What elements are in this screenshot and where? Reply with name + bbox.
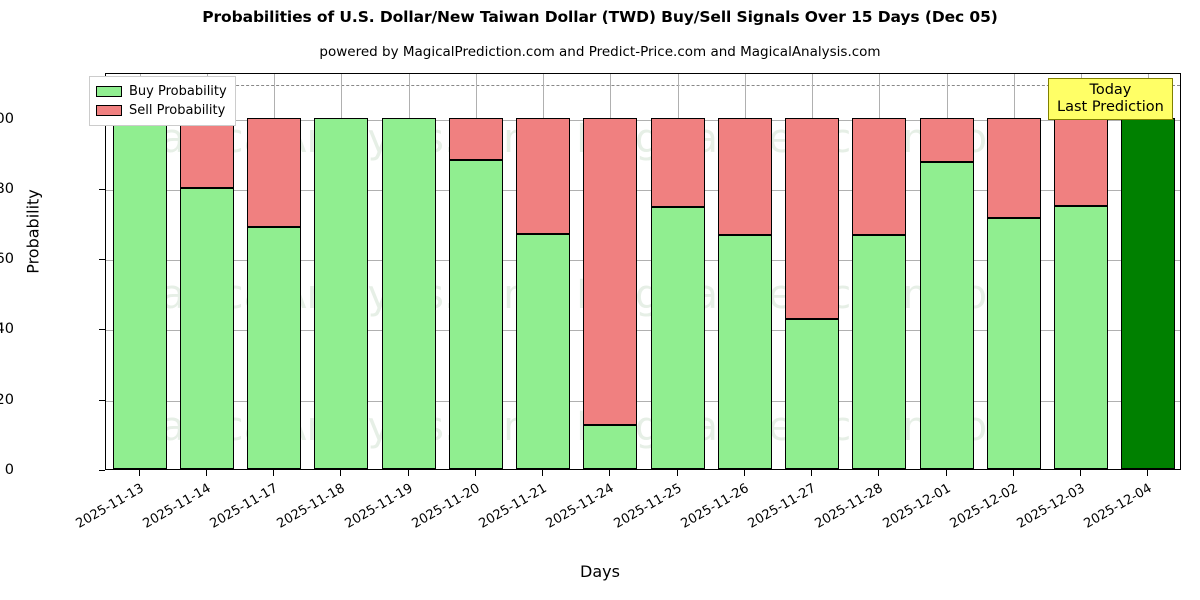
bar-segment-buy[interactable] (919, 161, 974, 469)
x-tick-mark (1080, 470, 1082, 476)
x-tick-mark (205, 470, 207, 476)
bar-segment-sell[interactable] (986, 117, 1041, 219)
bar-segment-buy[interactable] (583, 425, 638, 469)
bar-group[interactable] (179, 74, 234, 469)
bar-segment-buy[interactable] (247, 226, 302, 469)
legend-item[interactable]: Buy Probability (96, 82, 227, 101)
bar-group[interactable] (785, 74, 840, 469)
bar-segment-sell[interactable] (583, 117, 638, 426)
bar-group[interactable] (1054, 74, 1109, 469)
bar-segment-buy[interactable] (785, 318, 840, 469)
legend-item[interactable]: Sell Probability (96, 101, 227, 120)
bar-segment-buy[interactable] (314, 117, 369, 469)
today-annotation-line2: Last Prediction (1057, 98, 1164, 115)
x-tick-mark (609, 470, 611, 476)
bar-segment-buy[interactable] (1054, 205, 1109, 469)
y-gridline (106, 260, 1180, 262)
plot-inner: MagicalAnalysis.comMagicalPrediction.com… (106, 74, 1180, 469)
x-tick-mark (811, 470, 813, 476)
y-tick-mark (99, 259, 105, 261)
bar-segment-buy[interactable] (650, 207, 705, 469)
bar-segment-buy[interactable] (986, 218, 1041, 469)
bar-segment-sell[interactable] (516, 117, 571, 234)
legend-swatch-icon (96, 105, 122, 116)
y-gridline (106, 189, 1180, 191)
y-tick-label: 100 (0, 110, 14, 127)
y-gridline (106, 400, 1180, 402)
bar-segment-buy[interactable] (381, 117, 436, 469)
bar-group[interactable] (717, 74, 772, 469)
bar-segment-buy[interactable] (179, 187, 234, 469)
bar-segment-sell[interactable] (650, 117, 705, 208)
x-axis-label: Days (580, 562, 620, 581)
x-tick-mark (676, 470, 678, 476)
y-tick-label: 20 (0, 391, 14, 408)
chart-legend: Buy Probability Sell Probability (89, 76, 236, 126)
bar-group[interactable] (381, 74, 436, 469)
y-tick-label: 40 (0, 321, 14, 338)
bar-segment-buy[interactable] (516, 233, 571, 469)
plot-area: MagicalAnalysis.comMagicalPrediction.com… (105, 73, 1181, 470)
bar-group[interactable] (448, 74, 503, 469)
x-tick-mark (542, 470, 544, 476)
x-tick-mark (878, 470, 880, 476)
bar-group[interactable] (986, 74, 1041, 469)
bar-segment-sell[interactable] (247, 117, 302, 227)
x-tick-mark (743, 470, 745, 476)
x-tick-mark (1012, 470, 1014, 476)
bar-group[interactable] (112, 74, 167, 469)
bar-segment-buy[interactable] (112, 117, 167, 469)
chart-subtitle: powered by MagicalPrediction.com and Pre… (319, 44, 881, 60)
bar-segment-sell[interactable] (448, 117, 503, 160)
bar-segment-sell[interactable] (1054, 117, 1109, 206)
bar-segment-sell[interactable] (717, 117, 772, 235)
x-tick-mark (340, 470, 342, 476)
bar-group[interactable] (1121, 74, 1176, 469)
bar-group[interactable] (314, 74, 369, 469)
legend-label: Buy Probability (129, 84, 227, 99)
bar-segment-buy[interactable] (852, 234, 907, 469)
today-annotation: Today Last Prediction (1048, 78, 1173, 121)
bar-segment-sell[interactable] (919, 117, 974, 162)
bar-segment-sell[interactable] (179, 117, 234, 188)
x-tick-mark (945, 470, 947, 476)
y-tick-mark (99, 188, 105, 190)
today-annotation-line1: Today (1089, 82, 1132, 98)
legend-swatch-icon (96, 86, 122, 97)
y-tick-mark (99, 399, 105, 401)
bar-group[interactable] (583, 74, 638, 469)
bar-group[interactable] (516, 74, 571, 469)
y-tick-label: 80 (0, 180, 14, 197)
bar-group[interactable] (852, 74, 907, 469)
x-tick-mark (138, 470, 140, 476)
x-tick-mark (407, 470, 409, 476)
y-tick-label: 60 (0, 251, 14, 268)
bar-segment-sell[interactable] (852, 117, 907, 235)
bar-segment-sell[interactable] (785, 117, 840, 319)
x-tick-mark (273, 470, 275, 476)
y-axis-label: Probability (23, 189, 43, 274)
bar-segment-today[interactable] (1121, 117, 1176, 469)
y-gridline (106, 119, 1180, 121)
bar-segment-buy[interactable] (448, 159, 503, 469)
x-tick-mark (474, 470, 476, 476)
chart-title: Probabilities of U.S. Dollar/New Taiwan … (202, 8, 998, 26)
threshold-line (106, 84, 1180, 86)
y-gridline (106, 330, 1180, 332)
bar-segment-buy[interactable] (717, 234, 772, 469)
y-tick-label: 0 (4, 462, 14, 478)
bar-group[interactable] (247, 74, 302, 469)
y-tick-mark (99, 329, 105, 331)
bar-group[interactable] (919, 74, 974, 469)
x-tick-mark (1147, 470, 1149, 476)
bar-group[interactable] (650, 74, 705, 469)
y-tick-mark (99, 470, 105, 471)
legend-label: Sell Probability (129, 103, 226, 118)
